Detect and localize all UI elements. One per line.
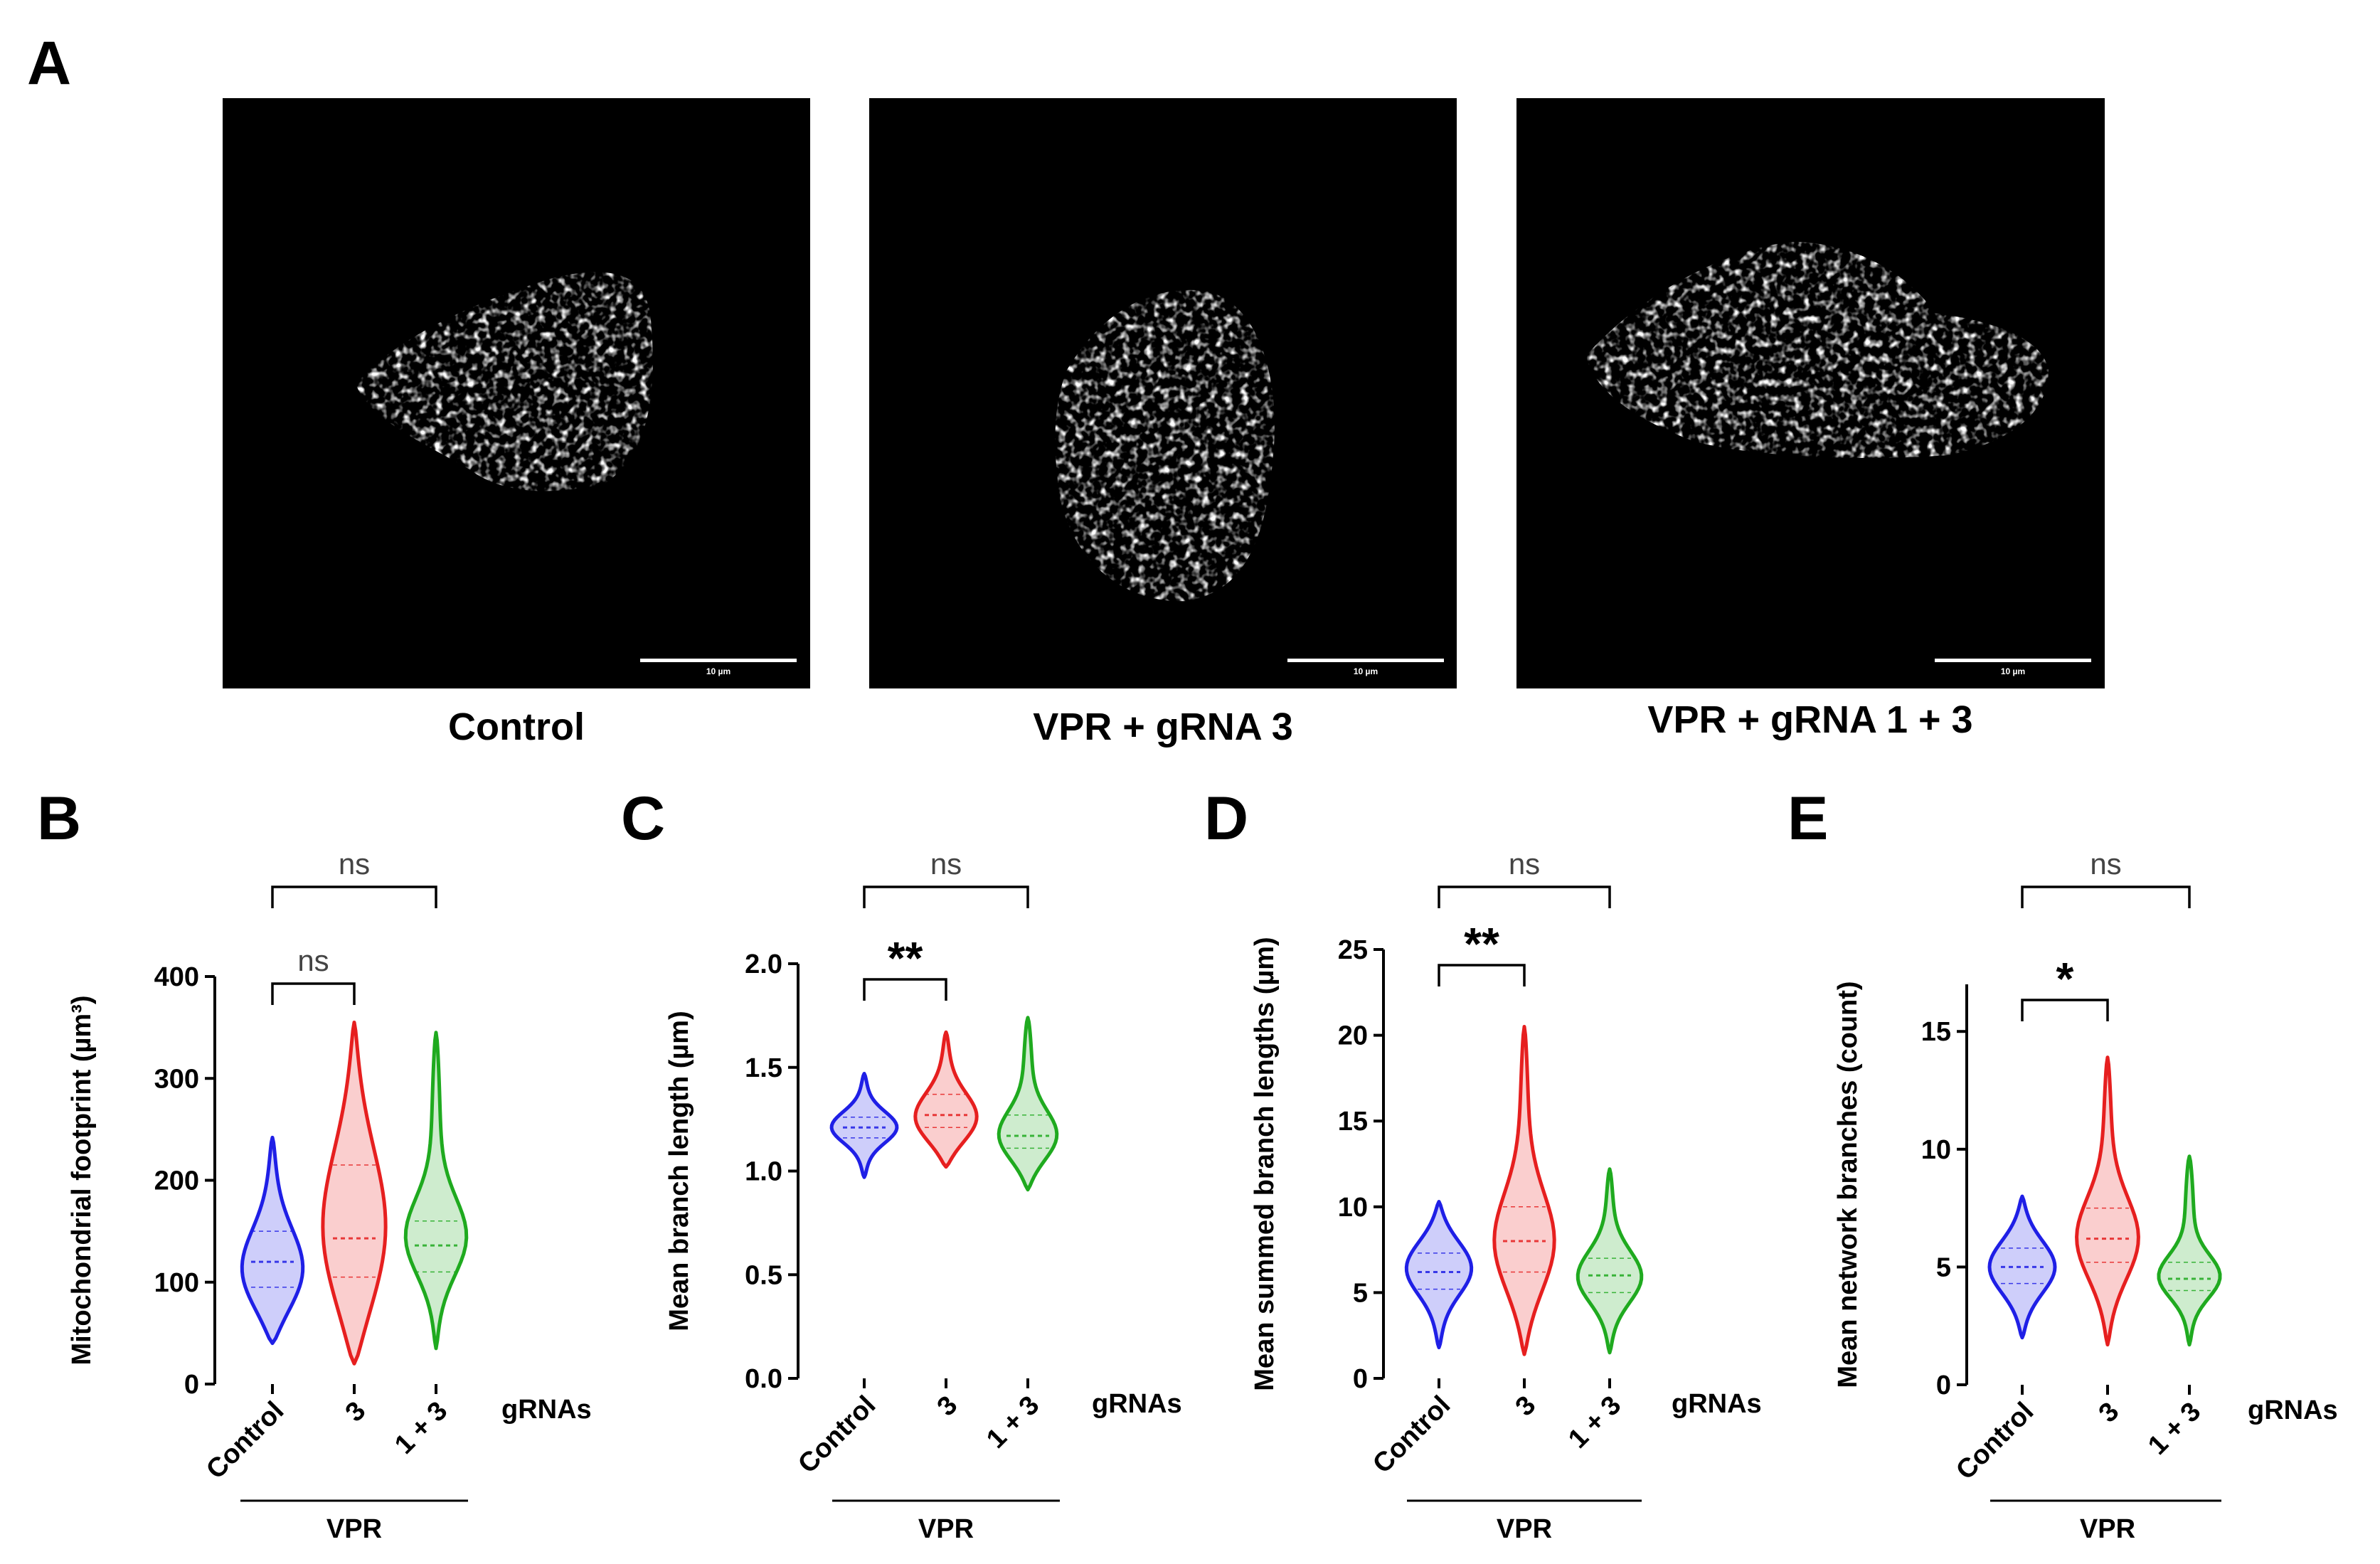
chart-panel-e: 0 5 10 15 Mean network branches (count) Contr… bbox=[1833, 847, 2338, 1544]
x-category-label: Control bbox=[201, 1396, 289, 1485]
significance-bracket bbox=[2021, 999, 2109, 1021]
y-tick-label: 20 bbox=[1338, 1021, 1368, 1051]
significance-label: ns bbox=[297, 944, 329, 977]
y-tick-label: 400 bbox=[154, 962, 199, 992]
x-category-label: 3 bbox=[2093, 1397, 2125, 1429]
violin-13 bbox=[1576, 1167, 1644, 1355]
scale-bar bbox=[640, 659, 797, 662]
panel-label-d: D bbox=[1204, 784, 1248, 853]
violin-Control bbox=[1987, 1194, 2057, 1340]
significance-label: ns bbox=[1509, 847, 1540, 881]
y-tick-label: 0 bbox=[1936, 1371, 1951, 1400]
x-category-label: 1 + 3 bbox=[389, 1396, 453, 1460]
caption-gRNA1-3: VPR + gRNA 1 + 3 bbox=[1647, 698, 1972, 741]
y-tick-label: 10 bbox=[1921, 1135, 1951, 1165]
significance-label: ns bbox=[930, 847, 962, 881]
x-category-label: 3 bbox=[1510, 1390, 1542, 1422]
x-category-label: 1 + 3 bbox=[2142, 1397, 2206, 1461]
x-category-label: 1 + 3 bbox=[981, 1390, 1045, 1454]
y-tick-label: 5 bbox=[1936, 1252, 1951, 1282]
y-axis-label: Mean branch length (µm) bbox=[664, 1011, 694, 1331]
y-tick-label: 10 bbox=[1338, 1193, 1368, 1223]
violin-3 bbox=[321, 1020, 388, 1366]
y-tick-label: 300 bbox=[154, 1064, 199, 1094]
x-group-label: gRNAs bbox=[1092, 1389, 1182, 1419]
micrograph-gRNA3: 10 µm bbox=[869, 98, 1457, 688]
scale-bar-label: 10 µm bbox=[706, 666, 731, 676]
caption-control: Control bbox=[448, 706, 585, 748]
panel-label-a: A bbox=[27, 29, 71, 97]
panel-label-c: C bbox=[621, 784, 665, 853]
significance-bracket bbox=[1438, 885, 1611, 908]
significance-label: * bbox=[2056, 953, 2074, 1004]
x-category-label: Control bbox=[1950, 1397, 2039, 1486]
significance-bracket bbox=[271, 982, 356, 1005]
y-axis-label: Mean network branches (count) bbox=[1833, 981, 1863, 1388]
y-tick-label: 1.5 bbox=[745, 1053, 782, 1083]
y-tick-label: 0 bbox=[184, 1370, 199, 1400]
x-category-label: 3 bbox=[340, 1396, 372, 1428]
y-tick-label: 0.5 bbox=[745, 1260, 782, 1290]
x-group-label: gRNAs bbox=[2248, 1395, 2338, 1425]
y-tick-label: 15 bbox=[1338, 1107, 1368, 1137]
x-category-label: 1 + 3 bbox=[1563, 1390, 1627, 1454]
vpr-label: VPR bbox=[2080, 1514, 2135, 1544]
y-tick-label: 0 bbox=[1353, 1364, 1368, 1394]
chart-panel-c: 0.0 0.5 1.0 1.5 2.0 Mean branch length (µm) Co… bbox=[664, 847, 1182, 1544]
significance-label: ns bbox=[2090, 847, 2121, 881]
y-tick-label: 25 bbox=[1338, 935, 1368, 965]
y-tick-label: 0.0 bbox=[745, 1364, 782, 1394]
violin-13 bbox=[403, 1031, 469, 1351]
violin-3 bbox=[913, 1030, 979, 1169]
significance-bracket bbox=[1438, 964, 1526, 986]
vpr-label: VPR bbox=[326, 1514, 382, 1544]
significance-label: ** bbox=[1464, 918, 1499, 969]
vpr-label: VPR bbox=[1497, 1514, 1552, 1544]
y-tick-label: 200 bbox=[154, 1166, 199, 1196]
panel-label-b: B bbox=[37, 784, 81, 853]
panel-label-e: E bbox=[1787, 784, 1828, 853]
x-group-label: gRNAs bbox=[1672, 1389, 1762, 1419]
violin-13 bbox=[2157, 1154, 2222, 1347]
caption-gRNA3: VPR + gRNA 3 bbox=[1033, 706, 1293, 748]
violin-Control bbox=[1404, 1200, 1474, 1350]
significance-bracket bbox=[863, 885, 1029, 908]
chart-panel-b: 0 100 200 300 400 Mitochondrial footprint (µm… bbox=[67, 847, 592, 1544]
scale-bar bbox=[1935, 659, 2091, 662]
violin-13 bbox=[997, 1016, 1059, 1192]
y-tick-label: 1.0 bbox=[745, 1157, 782, 1187]
x-group-label: gRNAs bbox=[501, 1395, 592, 1425]
significance-bracket bbox=[271, 885, 437, 908]
violin-Control bbox=[240, 1135, 305, 1346]
violin-Control bbox=[829, 1071, 899, 1179]
significance-label: ** bbox=[888, 932, 923, 984]
y-axis-label: Mean summed branch lengths (µm) bbox=[1250, 937, 1280, 1390]
chart-panel-d: 0 5 10 15 20 25 Mean summed branch lengths (µm… bbox=[1250, 847, 1762, 1544]
vpr-label: VPR bbox=[918, 1514, 974, 1544]
x-category-label: Control bbox=[792, 1390, 881, 1479]
scale-bar bbox=[1287, 659, 1444, 662]
violin-3 bbox=[2075, 1055, 2140, 1347]
significance-bracket bbox=[863, 978, 947, 1001]
scale-bar-label: 10 µm bbox=[1354, 666, 1378, 676]
y-tick-label: 15 bbox=[1921, 1017, 1951, 1047]
y-tick-label: 2.0 bbox=[745, 949, 782, 979]
y-axis-label: Mitochondrial footprint (µm³) bbox=[67, 995, 97, 1365]
significance-bracket bbox=[2021, 885, 2191, 908]
scale-bar-label: 10 µm bbox=[2001, 666, 2025, 676]
y-tick-label: 100 bbox=[154, 1268, 199, 1298]
y-tick-label: 5 bbox=[1353, 1278, 1368, 1308]
violin-3 bbox=[1492, 1025, 1556, 1356]
x-category-label: 3 bbox=[932, 1390, 964, 1422]
significance-label: ns bbox=[339, 847, 370, 881]
x-category-label: Control bbox=[1367, 1390, 1456, 1479]
micrograph-gRNA1-3: 10 µm bbox=[1516, 98, 2105, 688]
micrograph-control: 10 µm bbox=[223, 98, 810, 688]
